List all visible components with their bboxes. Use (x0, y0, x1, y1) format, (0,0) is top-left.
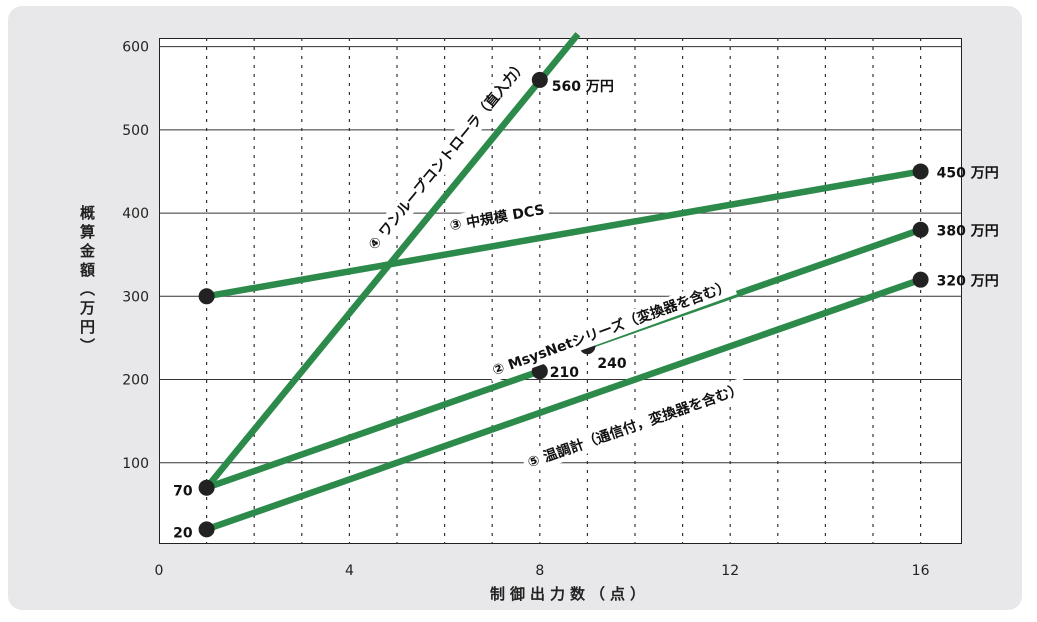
y-tick-label: 200 (122, 373, 149, 389)
data-point (531, 363, 548, 380)
data-label: 560 万円 (552, 79, 614, 95)
data-label: 20 (173, 525, 193, 541)
y-tick-label: 500 (122, 123, 149, 139)
y-tick-label: 300 (122, 289, 149, 305)
series-name-label: ⑤ 温調計（通信付，変換器を含む） (525, 380, 745, 471)
data-label: 240 (597, 356, 626, 372)
data-point (198, 521, 215, 538)
y-tick-label: 100 (122, 456, 149, 472)
y-tick-label: 400 (122, 206, 149, 222)
data-label: 320 万円 (937, 274, 999, 290)
y-axis-title: 概算金額（万円） (78, 205, 96, 357)
x-tick-label: 16 (912, 563, 930, 579)
data-label: 380 万円 (937, 224, 999, 240)
series-name-group: ③ 中規模 DCS (444, 198, 551, 238)
series-name-background (360, 52, 534, 258)
series-name-background (444, 198, 551, 238)
data-point (912, 221, 929, 238)
data-point (912, 271, 929, 288)
data-point (198, 479, 215, 496)
data-label: 450 万円 (937, 165, 999, 181)
series-name-background (485, 274, 738, 383)
series-name-background (520, 377, 750, 475)
x-tick-label: 0 (155, 563, 164, 579)
series-name-label: ③ 中規模 DCS (448, 201, 545, 234)
x-tick-label: 12 (721, 563, 739, 579)
series-line (205, 276, 922, 533)
data-label: 70 (173, 484, 193, 500)
data-point (531, 71, 548, 88)
data-point (912, 163, 929, 180)
data-label: 210 (550, 365, 579, 381)
x-axis-title: 制御出力数（点） (489, 585, 650, 603)
y-tick-label: 600 (122, 40, 149, 56)
x-tick-label: 4 (345, 563, 354, 579)
series-line (206, 168, 922, 300)
series-line (205, 368, 541, 491)
data-point (198, 288, 215, 305)
x-tick-label: 8 (535, 563, 544, 579)
